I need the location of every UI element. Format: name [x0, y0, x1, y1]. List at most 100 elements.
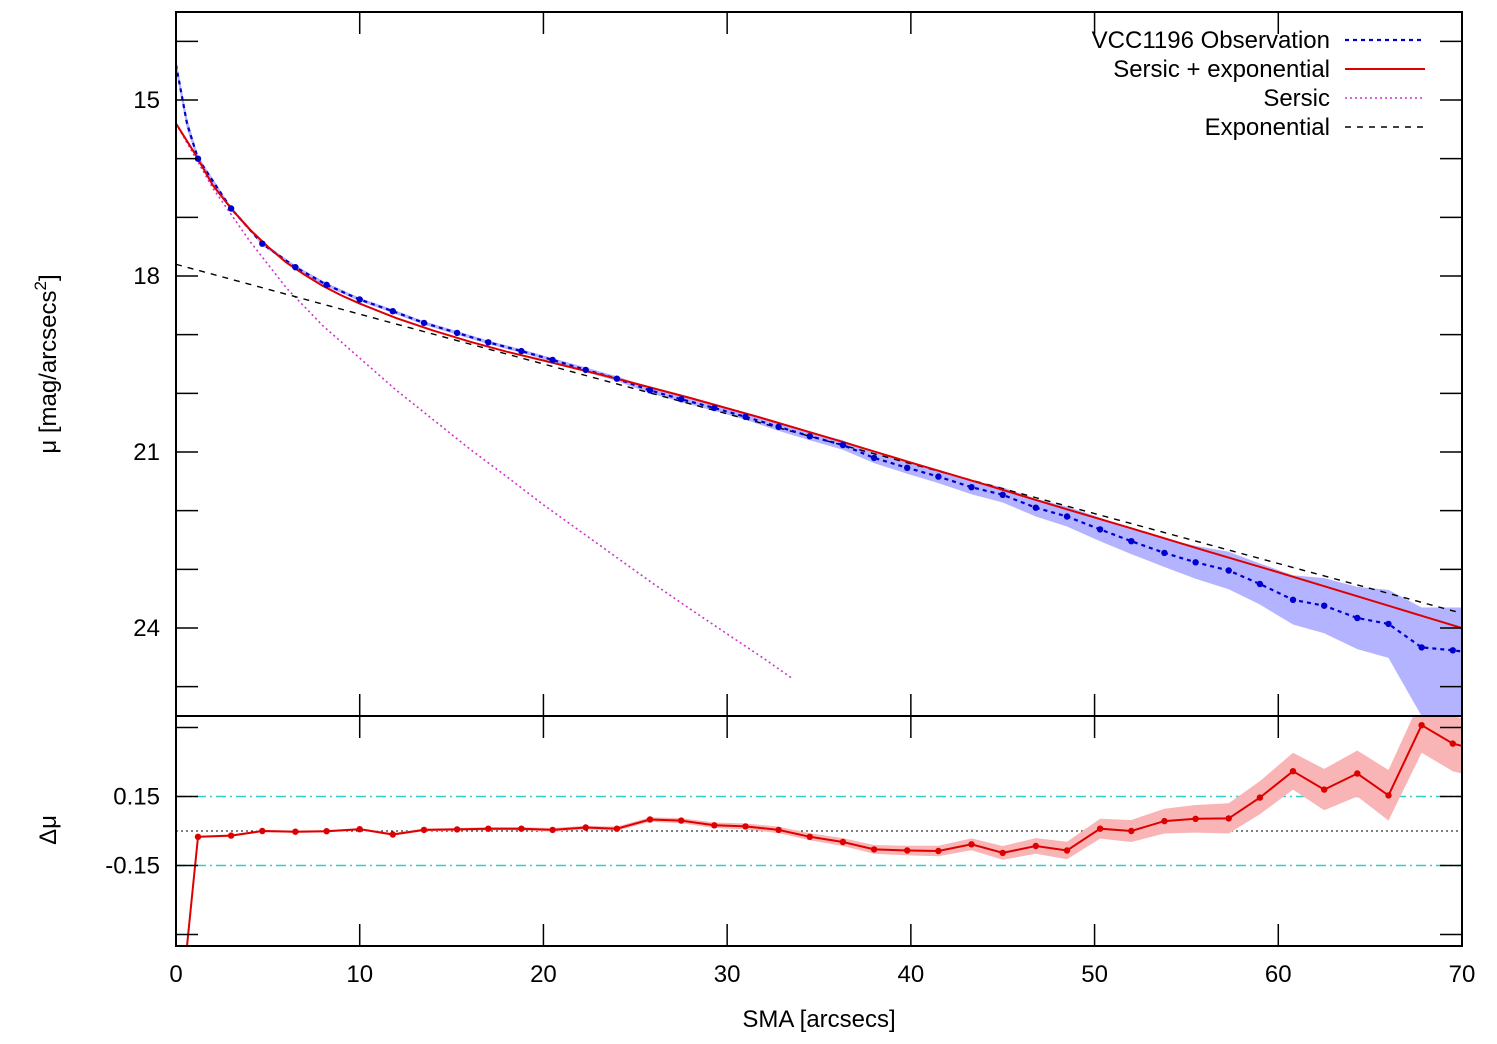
observation-point [1192, 559, 1199, 566]
residual-point [323, 828, 330, 835]
residual-reference-lines [176, 795, 1462, 867]
observation-point [227, 205, 235, 212]
observation-point [1354, 614, 1361, 622]
observation-point [1063, 513, 1071, 520]
residual-error-band [187, 716, 1462, 946]
residual-point [806, 833, 813, 840]
residual-point [1321, 786, 1328, 793]
y-tick-label: 21 [133, 439, 160, 466]
profile-y-axis-title: μ [mag/arcsecs2] [31, 274, 62, 453]
observation-point [839, 441, 847, 449]
observation-point [678, 396, 685, 403]
y-tick-label: -0.15 [105, 853, 160, 880]
residual-point [1385, 792, 1392, 799]
legend-label: Exponential [1205, 114, 1330, 141]
x-ticks: 0 10 20 30 40 50 60 70 [169, 716, 1475, 988]
residual-point [453, 826, 461, 833]
observation-point [904, 464, 911, 471]
residual-point [1161, 817, 1168, 825]
residual-point [420, 826, 428, 834]
observation-point [711, 404, 718, 412]
x-tick-label: 30 [714, 961, 741, 988]
profile-points [194, 155, 1457, 654]
observation-point [1128, 538, 1135, 545]
residual-point [1032, 842, 1040, 850]
x-tick-label: 20 [530, 961, 557, 988]
residual-point [356, 826, 363, 833]
residual-point [711, 822, 718, 829]
observation-error-band [176, 58, 1462, 716]
sersic-line [176, 123, 792, 679]
residual-point [646, 816, 654, 823]
residual-point [227, 832, 235, 839]
residual-point [678, 817, 685, 824]
observation-point [1225, 567, 1232, 574]
observation-point [453, 329, 461, 337]
observation-point [1256, 580, 1264, 588]
residual-panel: 0.15 -0.15 Δμ [35, 715, 1463, 947]
residual-point [1449, 740, 1457, 747]
observation-point [999, 491, 1006, 498]
observation-point [420, 319, 428, 327]
residual-point [1289, 768, 1297, 775]
residual-point [968, 841, 975, 848]
residual-points [194, 722, 1457, 857]
observation-point [935, 473, 942, 480]
y-tick-label: 18 [133, 263, 160, 290]
residual-point [1225, 815, 1232, 822]
x-tick-label: 70 [1449, 961, 1476, 988]
observation-point [870, 454, 878, 462]
residual-point [389, 831, 396, 838]
y-tick-label: 0.15 [113, 784, 160, 811]
observation-point [323, 281, 330, 288]
residual-point [582, 824, 589, 831]
residual-point [935, 847, 942, 855]
x-axis-title: SMA [arcsecs] [742, 1006, 895, 1033]
observation-point [518, 347, 525, 355]
profile-y-axis-title-sup: 2 [31, 281, 50, 290]
legend-label: VCC1196 Observation [1092, 27, 1330, 54]
residual-point [485, 825, 492, 832]
y-tick-label: 15 [133, 87, 160, 114]
residual-point [194, 833, 202, 840]
residual-point [1096, 825, 1104, 832]
observation-line [176, 64, 1462, 653]
residual-point [1192, 815, 1199, 822]
residual-point [1256, 794, 1264, 801]
y-tick-label: 24 [133, 615, 160, 642]
observation-point [1321, 602, 1328, 609]
observation-point [549, 356, 556, 364]
residual-point [870, 846, 878, 853]
residual-point [1418, 722, 1425, 729]
observation-point [1418, 644, 1425, 651]
profile-y-axis-title-end: ] [35, 274, 62, 281]
residual-error-band-area [187, 716, 1462, 946]
observation-point [613, 375, 621, 382]
residual-point [259, 827, 266, 835]
residual-point [775, 826, 782, 834]
observation-point [1449, 647, 1457, 654]
residual-point [292, 828, 299, 835]
x-tick-label: 50 [1081, 961, 1108, 988]
exponential-line [176, 263, 1462, 614]
residual-curve [186, 723, 1462, 946]
profile-ticks: 15 18 21 24 [133, 12, 1463, 716]
residual-ticks: 0.15 -0.15 [105, 726, 1462, 936]
observation-point [742, 413, 749, 420]
legend-label: Sersic [1263, 85, 1330, 112]
residual-point [1354, 770, 1361, 777]
residual-point [904, 847, 911, 854]
profile-panel: 15 18 21 24 μ [mag/arcsecs2] VCC1196 Observ… [31, 11, 1463, 717]
residual-point [1063, 847, 1071, 854]
observation-point [1096, 526, 1104, 533]
residual-line [186, 723, 1462, 946]
sersic-exponential-line [176, 122, 1462, 629]
residual-point [1128, 827, 1135, 835]
observation-point [1032, 504, 1040, 511]
x-tick-label: 0 [169, 961, 182, 988]
x-tick-label: 10 [346, 961, 373, 988]
observation-point [1289, 596, 1297, 603]
profile-error-band [176, 58, 1462, 716]
